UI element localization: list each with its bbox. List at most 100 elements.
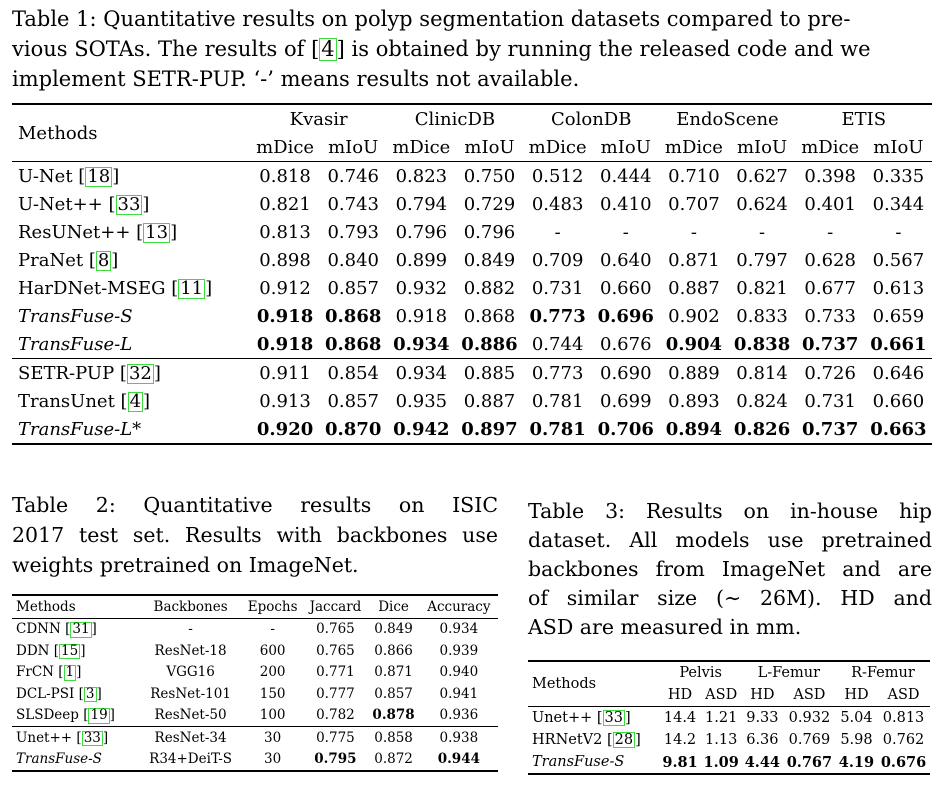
citation-link[interactable]: 33 [81,729,103,746]
column-header: Dice [378,598,409,615]
group-header: Pelvis [679,665,722,681]
table-cell: 0.833 [736,305,788,327]
table-cell: 0.934 [393,333,450,355]
table-cell: 0.765 [316,621,355,638]
citation-link[interactable]: 19 [88,707,110,724]
citation-link[interactable]: 8 [95,249,112,271]
citation-link[interactable]: 3 [83,685,97,702]
group-header: R-Femur [851,665,915,681]
table-cell: 0.444 [600,165,652,187]
table-cell: 0.885 [463,362,516,384]
table-cell: 0.934 [439,621,479,638]
table-cell: 0.857 [374,685,413,702]
table-cell: 0.944 [437,751,480,768]
citation-link[interactable]: 15 [59,642,81,659]
table-row: TransFuse-S 9.81 1.09 4.44 0.767 4.19 0.676 [528,751,930,774]
citation-link[interactable]: 13 [143,221,171,243]
method-name-text: TransFuse-L* [18,418,142,440]
table-cell: 0.765 [316,642,355,659]
metric-header: mDice [256,136,315,158]
citation-link[interactable]: 18 [85,165,113,187]
citation-link[interactable]: 32 [126,362,154,384]
citation-link[interactable]: 33 [115,193,143,215]
table-row: DCL-PSI [3] ResNet-101 150 0.777 0.857 0.941 [12,683,498,705]
table-cell: 0.872 [374,751,413,768]
table-cell: 0.794 [395,193,448,215]
table-cell: 30 [264,751,282,768]
table-row: FrCN [1] VGG16 200 0.771 0.871 0.940 [12,662,498,684]
table-cell: 0.335 [872,165,925,187]
methods-header: Methods [18,122,98,144]
method-name: U-Net [18] [18,165,120,187]
table-row: TransUnet [4] 0.913 0.857 0.935 0.887 0.781 0.… [12,387,932,415]
table1-caption-text: vious SOTAs. The results of [12,37,312,61]
table-cell: 0.894 [665,418,723,440]
table-cell: 0.821 [259,193,311,215]
table-cell: 0.737 [802,418,859,440]
table-cell: 0.796 [463,221,516,243]
table-cell: 0.777 [316,685,355,702]
table-cell: 0.838 [733,333,791,355]
table-cell: 0.781 [529,418,586,440]
method-name-text: DCL-PSI [16,685,79,702]
method-name-text: HarDNet-MSEG [18,277,172,299]
table-cell: 0.782 [316,707,355,724]
table-cell: 14.4 [663,710,697,726]
table-cell: VGG16 [166,664,215,681]
table-row: PraNet [8] 0.898 0.840 0.899 0.849 0.709 0.640… [12,246,932,274]
table-cell: 0.627 [736,165,788,187]
citation-link[interactable]: 4 [127,390,144,412]
table-row: U-Net [18] 0.818 0.746 0.823 0.750 0.512 0.444… [12,162,932,191]
table-cell: 0.707 [668,193,720,215]
table-cell: 0.818 [259,165,311,187]
table-row: Unet++ [33] 14.4 1.21 9.33 0.932 5.04 0.813 [528,707,930,730]
table-cell: 1.09 [703,753,739,771]
method-name-text: HRNetV2 [532,731,607,748]
method-name-text: CDNN [16,621,66,637]
metric-header: mIoU [600,136,651,158]
table-cell: 0.814 [736,362,788,384]
table-cell: 0.902 [668,305,720,327]
table-cell: 0.912 [259,277,311,299]
method-name: TransFuse-S [12,749,139,772]
table-row: TransFuse-L 0.918 0.868 0.934 0.886 0.744 0.67… [12,330,932,359]
table-cell: 0.918 [395,305,448,327]
citation-link[interactable]: 1 [63,664,77,681]
dataset-header: ColonDB [550,108,632,130]
table-cell: 0.731 [804,390,856,412]
table1-caption-line3: implement SETR-PUP. ‘-’ means results no… [12,67,580,91]
table-cell: 0.699 [600,390,652,412]
table-cell: 0.868 [325,305,382,327]
table-row: HRNetV2 [28] 14.2 1.13 6.36 0.769 5.98 0.762 [528,729,930,751]
table3-caption-line: dataset. All models use pretrained [528,528,932,552]
method-name-text: PraNet [18,249,89,271]
citation-link[interactable]: 28 [612,731,636,749]
table-cell: 0.769 [788,732,831,748]
metric-header: HD [667,687,693,703]
table-cell: 0.401 [804,193,856,215]
table-cell: 0.868 [325,333,382,355]
method-name: DCL-PSI [3] [16,685,102,702]
table-cell: 0.710 [668,165,720,187]
table-cell: 0.918 [256,305,314,327]
method-name: TransUnet [4] [18,390,151,412]
table-cell: - [622,221,629,243]
citation-link[interactable]: 4 [319,37,337,61]
table-cell: 0.628 [804,249,856,271]
dataset-header: ClinicDB [414,108,496,130]
citation-link[interactable]: 31 [70,621,92,638]
table-cell: 0.660 [600,277,652,299]
citation-link[interactable]: 33 [602,709,625,727]
table1-caption-line1: Table 1: Quantitative results on polyp s… [12,7,851,31]
method-name: HRNetV2 [28] [532,731,641,749]
table-cell: 0.661 [870,333,927,355]
table-cell: - [690,221,697,243]
table-cell: 0.744 [531,333,584,355]
table2-caption-line: weights pretrained on ImageNet. [12,553,359,577]
table-row: DDN [15] ResNet-18 600 0.765 0.866 0.939 [12,640,498,662]
table-cell: 0.826 [733,418,791,440]
table-cell: 9.81 [662,753,698,771]
method-name-text: SLSDeep [16,707,84,723]
table-cell: 5.04 [840,710,873,726]
citation-link[interactable]: 11 [178,277,206,299]
